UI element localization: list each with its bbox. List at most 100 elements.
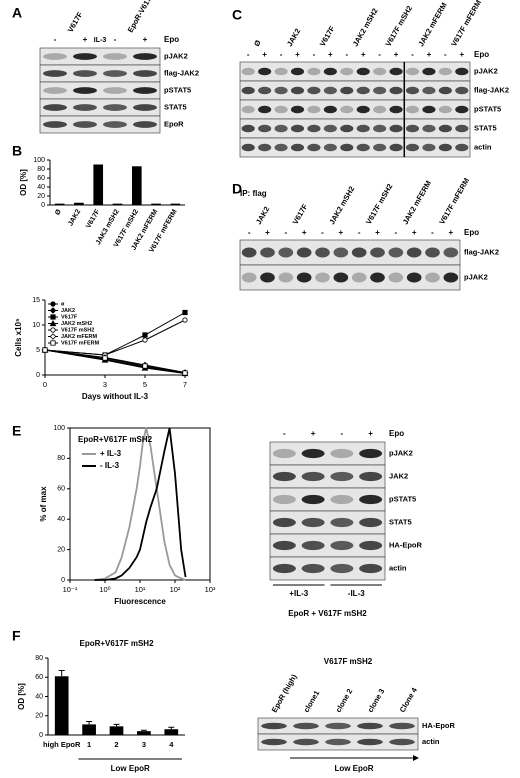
treatment-label: Epo — [389, 429, 404, 438]
lane-header: JAK2 mSH2 — [327, 185, 356, 226]
blot-band — [389, 738, 415, 746]
row-label: STAT5 — [389, 517, 412, 526]
blot-band — [272, 517, 296, 528]
blot-band — [43, 53, 67, 60]
bar — [131, 166, 142, 205]
marker — [49, 319, 57, 327]
treatment-sign: - — [444, 50, 447, 59]
blot-band — [241, 124, 255, 133]
blot-strip — [39, 115, 161, 134]
x-tick-label: 3 — [103, 380, 107, 389]
blot-band — [274, 124, 288, 133]
blot-strip — [239, 264, 461, 291]
blot-band — [307, 124, 321, 133]
blot-band — [73, 121, 97, 128]
group-label: Low EpoR — [111, 764, 150, 773]
treatment-sign: + — [262, 50, 267, 59]
blot-band — [301, 517, 325, 528]
legend-label: - IL-3 — [100, 461, 120, 470]
y-tick-label: 100 — [33, 157, 45, 164]
blot-band — [133, 70, 157, 77]
blot-band — [307, 143, 321, 152]
x-tick-label: 10⁻¹ — [63, 585, 78, 594]
treatment-sign: + — [427, 50, 432, 59]
lane-header: clone1 — [302, 689, 322, 714]
row-label: flag-JAK2 — [464, 247, 499, 256]
blot-band — [258, 143, 272, 152]
blot-band — [323, 67, 337, 76]
blot-strip — [239, 61, 471, 82]
blot-band — [370, 247, 385, 258]
treatment-sign: - — [394, 228, 397, 237]
blot-band — [357, 738, 383, 746]
bar — [112, 203, 123, 205]
lane-header: JAK2 — [285, 27, 302, 48]
blot-band — [133, 104, 157, 111]
series-line — [44, 349, 186, 374]
treatment-sign: + — [361, 50, 366, 59]
treatment-sign: + — [143, 35, 148, 44]
blot-band — [356, 143, 370, 152]
treatment-sign: - — [248, 228, 251, 237]
treatment-sign: - — [431, 228, 434, 237]
error-bar — [168, 726, 175, 730]
lane-header: EpoR (high) — [270, 672, 299, 714]
blot-band — [359, 540, 383, 551]
condition-label: IL-3 — [94, 37, 107, 44]
treatment-sign: - — [378, 50, 381, 59]
blot-band — [293, 738, 319, 746]
series-line — [44, 349, 186, 374]
group-label: -IL-3 — [348, 589, 365, 598]
blot-band — [103, 104, 127, 111]
blot-band — [241, 143, 255, 152]
blot-band — [103, 70, 127, 77]
blot-band — [425, 247, 440, 258]
blot-band — [241, 105, 255, 114]
error-bar — [58, 670, 65, 677]
blot-band — [405, 86, 420, 95]
blot-band — [272, 448, 296, 459]
blot-strip — [239, 239, 461, 266]
blot-band — [325, 738, 351, 746]
blot-band — [133, 121, 157, 128]
blot-band — [405, 67, 420, 76]
blot-band — [325, 722, 351, 730]
marker — [50, 327, 56, 333]
legend-label: V617F mSH2 — [61, 327, 94, 333]
marker — [50, 301, 56, 307]
row-label: EpoR — [164, 119, 184, 128]
treatment-sign: + — [302, 228, 307, 237]
blot-band — [438, 124, 452, 133]
blot-band — [293, 722, 319, 730]
blot-band — [455, 67, 469, 76]
lane-header: V617F mSH2 — [384, 4, 415, 48]
blot-band — [330, 448, 354, 459]
blot-band — [351, 247, 367, 258]
row-label: actin — [422, 737, 440, 746]
lane-header: V617F mFERM — [437, 176, 471, 226]
blot-band — [241, 86, 255, 95]
row-label: HA-EpoR — [389, 540, 422, 549]
blot-band — [258, 124, 272, 133]
blot-band — [290, 105, 305, 114]
blot-band — [272, 540, 296, 551]
treatment-sign: - — [283, 429, 286, 438]
lane-header: Clone 4 — [398, 685, 420, 714]
marker — [142, 337, 148, 343]
blot-band — [290, 86, 305, 95]
bar — [54, 203, 65, 205]
y-tick-label: 10 — [32, 322, 40, 329]
treatment-label: Epo — [464, 228, 479, 237]
row-label: flag-JAK2 — [164, 68, 199, 77]
blot-band — [356, 124, 370, 133]
legend-label: ø — [61, 301, 65, 307]
y-tick-label: 60 — [57, 486, 65, 493]
blot-band — [359, 494, 383, 505]
row-label: pJAK2 — [474, 66, 498, 75]
blot-strip — [239, 137, 471, 158]
blot-band — [296, 272, 312, 283]
blot-band — [422, 86, 436, 95]
row-label: pJAK2 — [464, 272, 488, 281]
blot-band — [103, 87, 127, 94]
x-tick-label: 4 — [169, 740, 174, 749]
